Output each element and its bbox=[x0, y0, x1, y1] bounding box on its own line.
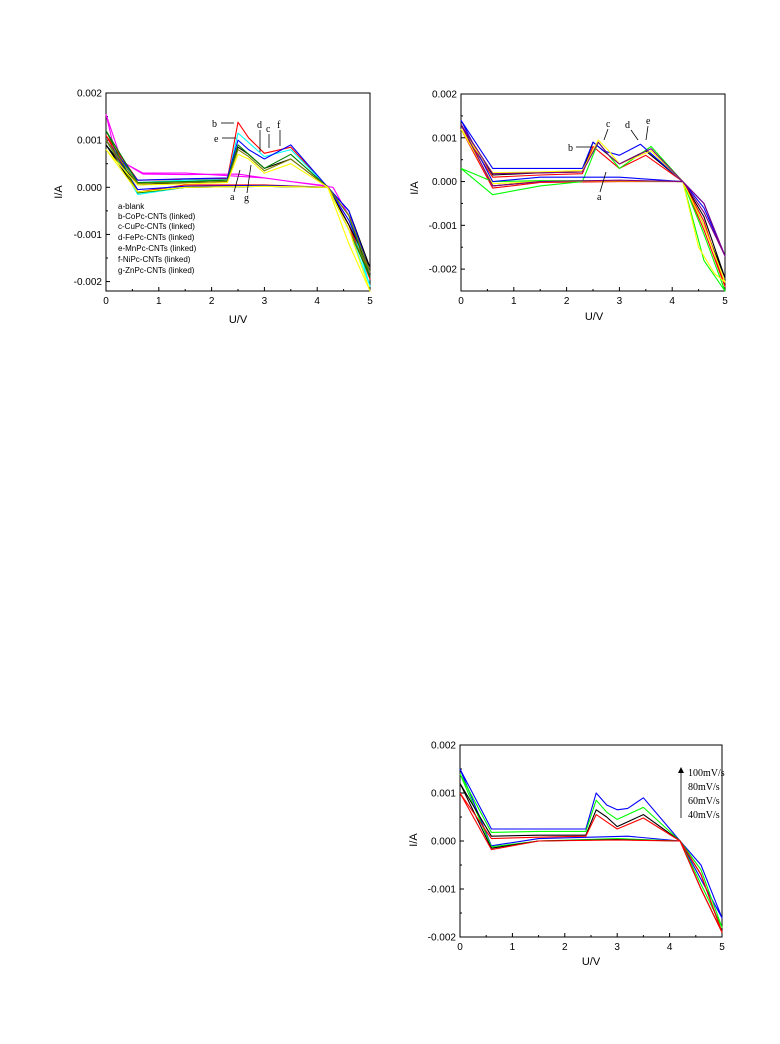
x-ticks: 0 1 2 3 4 5 bbox=[103, 287, 373, 307]
annotation-label: a bbox=[230, 192, 235, 203]
series-group bbox=[459, 768, 723, 933]
annotation-label: e bbox=[214, 134, 219, 145]
series-group bbox=[105, 114, 371, 292]
y-axis-label: I/A bbox=[53, 185, 65, 199]
y-tick-label: -0.001 bbox=[429, 221, 458, 232]
legend-entry: e-MnPc-CNTs (linked) bbox=[118, 244, 197, 253]
x-tick-label: 5 bbox=[367, 296, 373, 307]
y-tick-label: 0.001 bbox=[77, 136, 102, 147]
legend-entry: a-blank bbox=[118, 202, 145, 211]
y-tick-label: 0.001 bbox=[431, 789, 456, 800]
annotation-label: d bbox=[625, 120, 630, 131]
series-line bbox=[459, 768, 723, 919]
legend-entry: f-NiPc-CNTs (linked) bbox=[118, 255, 191, 264]
legend-entry: 80mV/s bbox=[688, 782, 720, 793]
y-tick-label: 0.000 bbox=[77, 183, 102, 194]
x-tick-label: 2 bbox=[209, 296, 215, 307]
chart-3: 0 1 2 3 4 5 0.002 0.001 0.000 -0.001 -0.002 U/V I… bbox=[408, 741, 725, 969]
y-tick-label: -0.001 bbox=[428, 885, 457, 896]
annotation-label: b bbox=[568, 143, 573, 154]
x-ticks: 0 1 2 3 4 5 bbox=[458, 287, 728, 307]
chart-1: 0 1 2 3 4 5 0.002 0.001 0.000 -0.001 -0.002 U/V I… bbox=[53, 89, 373, 327]
y-ticks: 0.002 0.001 0.000 -0.001 -0.002 bbox=[428, 741, 464, 944]
legend-entry: 60mV/s bbox=[688, 796, 720, 807]
legend: a-blank b-CoPc-CNTs (linked) c-CuPc-CNTs… bbox=[118, 202, 197, 275]
y-ticks: 0.002 0.001 0.000 -0.001 -0.002 bbox=[429, 90, 465, 292]
series-line bbox=[105, 149, 371, 292]
annotation-label: g bbox=[244, 193, 249, 204]
y-tick-label: 0.002 bbox=[432, 90, 457, 101]
x-tick-label: 0 bbox=[103, 296, 109, 307]
legend-entry: b-CoPc-CNTs (linked) bbox=[118, 212, 196, 221]
x-axis-label: U/V bbox=[229, 314, 248, 326]
series-line bbox=[460, 124, 726, 257]
legend-entry: 100mV/s bbox=[688, 768, 725, 779]
y-ticks: 0.002 0.001 0.000 -0.001 -0.002 bbox=[74, 89, 110, 288]
y-tick-label: 0.000 bbox=[432, 177, 457, 188]
x-tick-label: 3 bbox=[262, 296, 268, 307]
series-line bbox=[460, 141, 726, 292]
legend-entry: g-ZnPc-CNTs (linked) bbox=[118, 266, 195, 275]
x-tick-label: 4 bbox=[669, 296, 675, 307]
annotation-arrow bbox=[599, 171, 607, 193]
annotation-label: b bbox=[212, 119, 217, 130]
y-tick-label: 0.001 bbox=[432, 133, 457, 144]
x-tick-label: 1 bbox=[510, 942, 516, 953]
curve-annotations: c d e b a bbox=[568, 116, 651, 203]
x-tick-label: 5 bbox=[722, 296, 728, 307]
legend: 100mV/s 80mV/s 60mV/s 40mV/s bbox=[678, 767, 725, 821]
x-tick-label: 2 bbox=[564, 296, 570, 307]
curve-annotations: b e d c f a g bbox=[212, 119, 281, 204]
annotation-arrow bbox=[246, 164, 252, 194]
annotation-label: d bbox=[257, 120, 262, 131]
x-tick-label: 0 bbox=[458, 296, 464, 307]
series-line bbox=[459, 792, 723, 933]
x-tick-label: 3 bbox=[614, 942, 620, 953]
legend-entry: c-CuPc-CNTs (linked) bbox=[118, 222, 195, 231]
annotation-label: f bbox=[277, 120, 281, 131]
plot-frame bbox=[459, 744, 723, 938]
x-tick-label: 4 bbox=[667, 942, 673, 953]
x-axis-label: U/V bbox=[585, 311, 604, 323]
y-tick-label: 0.002 bbox=[431, 741, 456, 752]
x-tick-label: 3 bbox=[617, 296, 623, 307]
legend-entry: 40mV/s bbox=[688, 810, 720, 821]
y-axis-label: I/A bbox=[408, 833, 420, 847]
annotation-label: a bbox=[597, 192, 602, 203]
x-tick-label: 5 bbox=[719, 942, 725, 953]
annotation-label: c bbox=[266, 124, 271, 135]
x-tick-label: 1 bbox=[156, 296, 162, 307]
x-ticks: 0 1 2 3 4 5 bbox=[457, 933, 725, 953]
x-tick-label: 4 bbox=[314, 296, 320, 307]
legend-entry: d-FePc-CNTs (linked) bbox=[118, 233, 195, 242]
y-tick-label: 0.002 bbox=[77, 89, 102, 100]
y-tick-label: -0.002 bbox=[428, 933, 457, 944]
annotation-arrow bbox=[630, 129, 639, 141]
annotation-arrow bbox=[233, 169, 241, 193]
y-tick-label: -0.002 bbox=[429, 265, 458, 276]
arrow-up-icon bbox=[678, 767, 684, 773]
y-axis-label: I/A bbox=[409, 181, 421, 195]
y-tick-label: 0.000 bbox=[431, 837, 456, 848]
y-tick-label: -0.002 bbox=[74, 277, 103, 288]
y-tick-label: -0.001 bbox=[74, 230, 103, 241]
series-group bbox=[460, 119, 726, 292]
x-tick-label: 2 bbox=[562, 942, 568, 953]
series-line bbox=[459, 773, 723, 928]
x-tick-label: 1 bbox=[511, 296, 517, 307]
annotation-label: c bbox=[606, 119, 611, 130]
annotation-arrow bbox=[645, 125, 649, 141]
annotation-label: e bbox=[646, 116, 651, 127]
annotation-arrow bbox=[603, 128, 609, 141]
x-tick-label: 0 bbox=[457, 942, 463, 953]
series-line bbox=[459, 783, 723, 933]
x-axis-label: U/V bbox=[582, 956, 601, 968]
chart-2: 0 1 2 3 4 5 0.002 0.001 0.000 -0.001 -0.002 U/V I… bbox=[409, 90, 728, 324]
